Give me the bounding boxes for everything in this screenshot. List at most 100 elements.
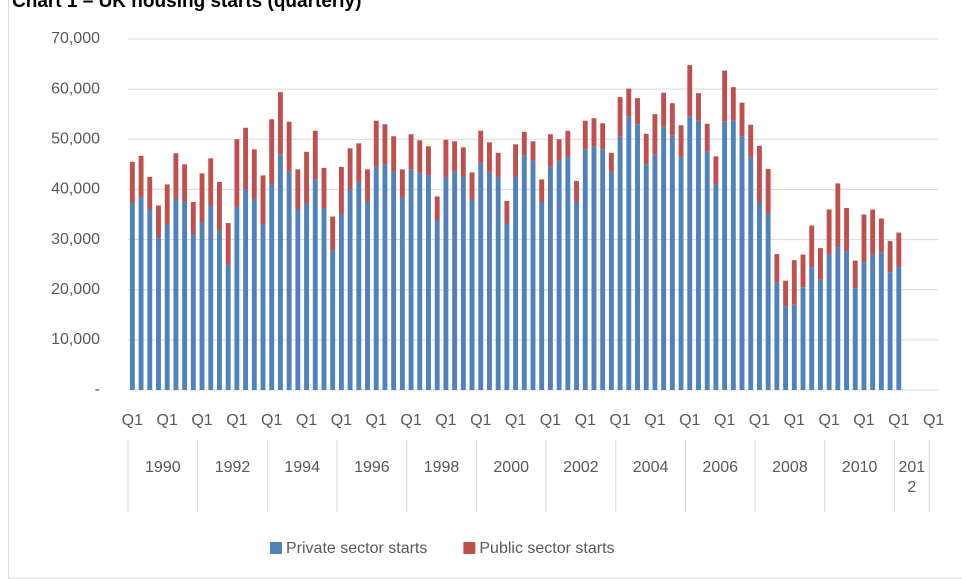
bar-segment xyxy=(382,164,388,390)
x-tick-label: Q1 xyxy=(122,412,143,429)
bar-segment xyxy=(399,196,405,390)
bar-segment xyxy=(617,136,623,390)
bar-segment xyxy=(173,153,179,200)
bar-segment xyxy=(870,209,876,255)
bar-segment xyxy=(748,124,754,157)
year-label: 2008 xyxy=(772,459,808,476)
x-tick-label: Q1 xyxy=(540,412,561,429)
bar-segment xyxy=(156,205,161,238)
bar-segment xyxy=(635,124,640,390)
bar-segment xyxy=(852,260,858,289)
bar-segment xyxy=(643,133,649,165)
x-tick-label: Q1 xyxy=(818,412,839,429)
bar-segment xyxy=(487,142,492,172)
bar-segment xyxy=(295,209,301,390)
bar-segment xyxy=(817,248,823,280)
bar-segment xyxy=(338,213,344,390)
bar-segment xyxy=(887,241,893,273)
bar-segment xyxy=(260,224,266,390)
bar-segment xyxy=(356,181,362,390)
bar-segment xyxy=(208,205,214,390)
bar-segment xyxy=(225,223,231,265)
legend-label: Public sector starts xyxy=(479,540,614,557)
bar-segment xyxy=(582,120,588,150)
bar-segment xyxy=(504,200,510,224)
bar-segment xyxy=(208,158,214,206)
bar-segment xyxy=(469,172,475,200)
bar-segment xyxy=(321,207,327,390)
bar-segment xyxy=(286,171,292,390)
bar-segment xyxy=(243,189,249,390)
bar-segment xyxy=(661,92,667,127)
bar-segment xyxy=(608,171,614,390)
bar-segment xyxy=(591,118,597,147)
bar-segment xyxy=(600,123,606,150)
bar-segment xyxy=(129,202,135,390)
x-tick-label: Q1 xyxy=(853,412,874,429)
bar-segment xyxy=(129,161,135,203)
bar-segment xyxy=(382,124,388,165)
y-tick-label: 50,000 xyxy=(51,131,100,148)
y-tick-label: 70,000 xyxy=(51,30,100,47)
bar-segment xyxy=(861,214,867,263)
y-tick-label: - xyxy=(95,381,100,398)
bar-segment xyxy=(635,98,640,125)
bar-segment xyxy=(173,199,179,390)
bar-segment xyxy=(582,149,588,390)
bar-segment xyxy=(704,151,710,390)
bar-segment xyxy=(260,175,266,225)
legend-label: Private sector starts xyxy=(286,540,427,557)
bar-segment xyxy=(156,237,161,390)
x-tick-label: Q1 xyxy=(296,412,317,429)
x-tick-label: Q1 xyxy=(435,412,456,429)
bar-segment xyxy=(878,218,884,253)
bar-segment xyxy=(722,70,728,122)
bar-segment xyxy=(251,149,257,200)
year-label: 2000 xyxy=(493,459,529,476)
bar-segment xyxy=(696,93,701,121)
bar-segment xyxy=(365,169,370,202)
bar-segment xyxy=(687,65,693,117)
bar-segment xyxy=(704,123,710,152)
bar-segment xyxy=(234,139,240,207)
bar-segment xyxy=(826,254,832,390)
bar-segment xyxy=(574,201,579,390)
bar-segment xyxy=(286,121,292,172)
bar-segment xyxy=(652,154,658,390)
bar-segment xyxy=(434,196,440,221)
x-tick-label: Q1 xyxy=(749,412,770,429)
year-label: 2012 xyxy=(898,459,926,496)
year-label: 1998 xyxy=(423,459,460,476)
bar-segment xyxy=(739,102,745,137)
bar-segment xyxy=(269,119,275,185)
x-tick-label: Q1 xyxy=(888,412,909,429)
bar-segment xyxy=(190,234,196,390)
bar-segment xyxy=(356,143,362,182)
bar-segment xyxy=(234,206,240,390)
bar-segment xyxy=(138,155,144,197)
x-tick-label: Q1 xyxy=(609,412,630,429)
bar-segment xyxy=(199,173,205,223)
bar-segment xyxy=(347,189,353,390)
bar-segment xyxy=(678,125,684,157)
bar-segment xyxy=(373,166,379,390)
x-tick-label: Q1 xyxy=(331,412,352,429)
bar-segment xyxy=(251,199,257,390)
x-tick-label: Q1 xyxy=(679,412,700,429)
bar-segment xyxy=(896,232,902,268)
bar-segment xyxy=(739,136,745,390)
bar-segment xyxy=(530,160,536,390)
bar-segment xyxy=(513,144,519,177)
bar-segment xyxy=(791,260,797,305)
bar-segment xyxy=(643,164,649,390)
bar-segment xyxy=(556,139,562,161)
bar-segment xyxy=(626,88,632,117)
bar-segment xyxy=(304,203,309,390)
bar-segment xyxy=(478,130,484,163)
bar-segment xyxy=(800,287,806,390)
bar-segment xyxy=(870,254,876,390)
bar-segment xyxy=(547,166,553,390)
bar-segment xyxy=(878,252,884,390)
bar-segment xyxy=(852,288,858,390)
bar-segment xyxy=(495,152,501,177)
